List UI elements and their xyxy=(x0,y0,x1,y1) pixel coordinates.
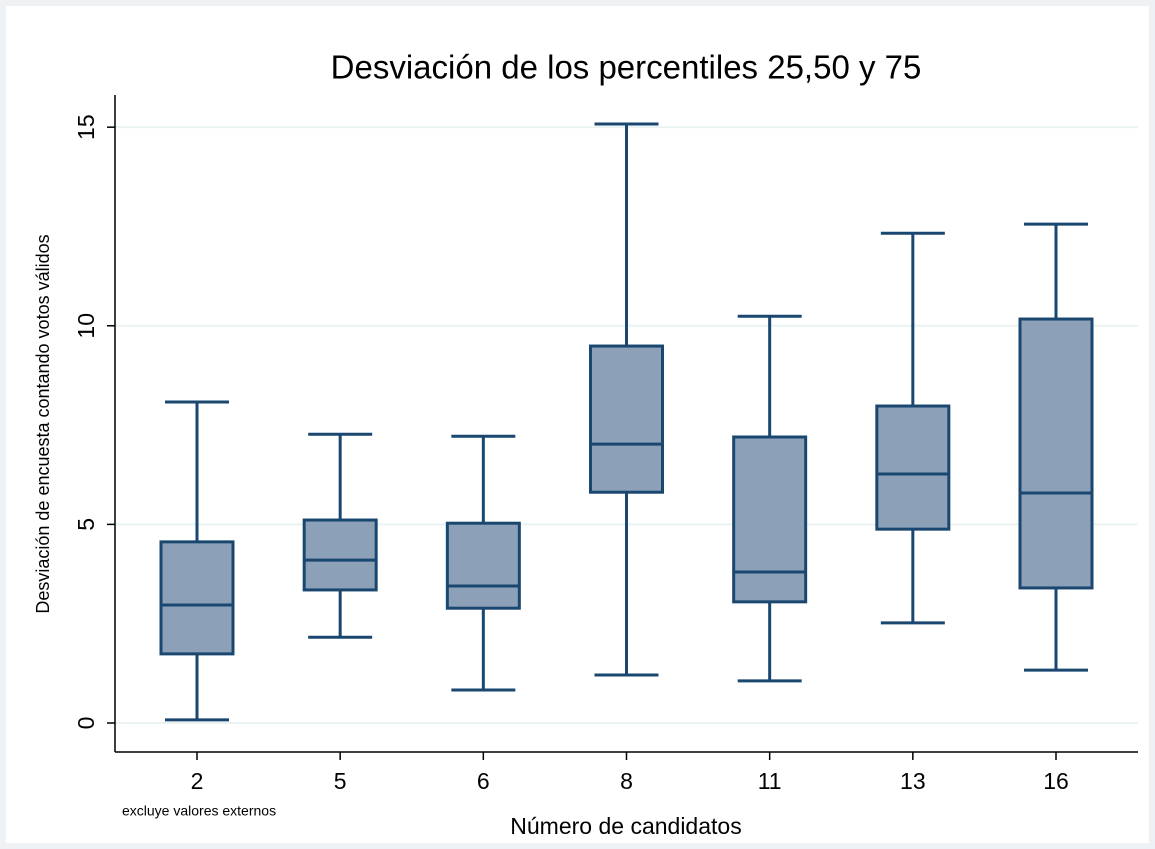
y-axis-label: Desviación de encuesta contando votos vá… xyxy=(33,234,53,613)
x-tick-label: 11 xyxy=(758,768,782,794)
box xyxy=(875,404,951,531)
box xyxy=(445,521,521,610)
box xyxy=(589,344,664,494)
x-tick-label: 2 xyxy=(191,768,204,794)
note: excluye valores externos xyxy=(122,803,276,819)
y-tick-label: 15 xyxy=(73,114,99,140)
box xyxy=(302,518,378,592)
x-tick-label: 8 xyxy=(620,768,633,794)
chart-title: Desviación de los percentiles 25,50 y 75 xyxy=(331,49,922,86)
box xyxy=(159,540,235,656)
x-tick-label: 6 xyxy=(477,768,490,794)
x-tick-label: 13 xyxy=(900,768,926,794)
x-tick-label: 16 xyxy=(1043,768,1069,794)
y-tick-label: 0 xyxy=(73,717,99,730)
x-axis-label: Número de candidatos xyxy=(510,813,741,839)
box xyxy=(732,435,808,604)
y-tick-label: 5 xyxy=(73,518,99,531)
x-tick-label: 5 xyxy=(334,768,347,794)
chart-area xyxy=(6,6,1149,843)
box xyxy=(1018,317,1094,590)
y-tick-label: 10 xyxy=(73,313,99,339)
